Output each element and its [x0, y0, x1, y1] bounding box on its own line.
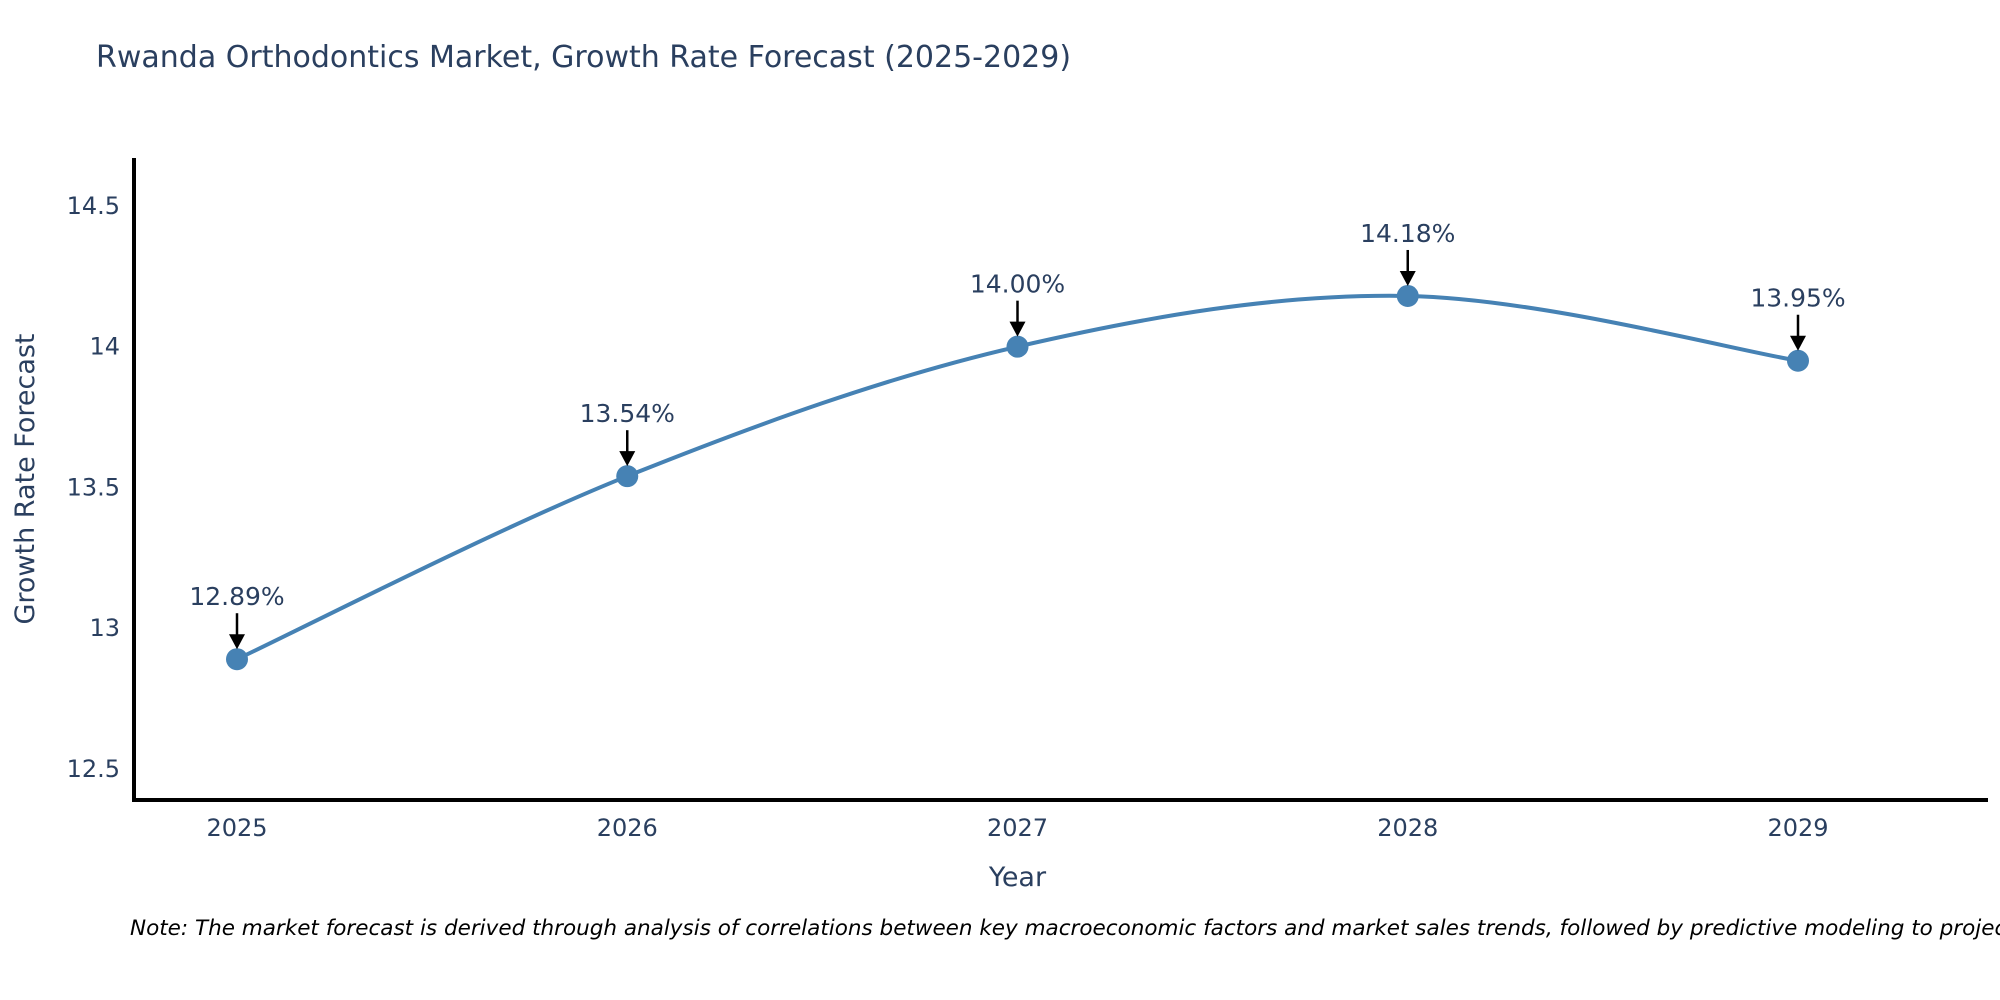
- annotation-arrowhead-icon: [229, 634, 245, 650]
- annotation-label: 14.00%: [970, 270, 1065, 299]
- annotation-arrowhead-icon: [1399, 270, 1416, 286]
- annotation-label: 12.89%: [189, 582, 284, 611]
- x-tick-label: 2027: [987, 814, 1048, 842]
- chart-title: Rwanda Orthodontics Market, Growth Rate …: [96, 40, 1072, 75]
- annotation-arrowhead-icon: [1009, 321, 1026, 337]
- data-point-marker: [1006, 335, 1029, 358]
- footnote: Note: The market forecast is derived thr…: [130, 916, 2000, 941]
- annotation-label: 13.54%: [580, 399, 675, 428]
- x-tick-label: 2028: [1377, 814, 1438, 842]
- y-tick-label: 13: [89, 614, 120, 642]
- y-axis-title: Growth Rate Forecast: [10, 333, 41, 624]
- annotation-arrowhead-icon: [1790, 335, 1806, 351]
- data-point-marker: [1396, 284, 1419, 307]
- y-tick-label: 14: [89, 333, 120, 361]
- x-axis-title: Year: [988, 862, 1047, 893]
- y-tick-label: 12.5: [67, 755, 120, 783]
- data-point-marker: [1787, 349, 1809, 372]
- x-tick-label: 2026: [597, 814, 658, 842]
- data-point-marker: [226, 648, 248, 671]
- x-tick-label: 2029: [1767, 814, 1828, 842]
- annotation-arrowhead-icon: [619, 451, 636, 467]
- x-tick-label: 2025: [206, 814, 267, 842]
- y-tick-label: 13.5: [67, 473, 120, 501]
- y-tick-label: 14.5: [67, 192, 120, 220]
- data-point-marker: [616, 465, 639, 488]
- annotation-label: 13.95%: [1750, 284, 1845, 313]
- annotation-label: 14.18%: [1360, 219, 1455, 248]
